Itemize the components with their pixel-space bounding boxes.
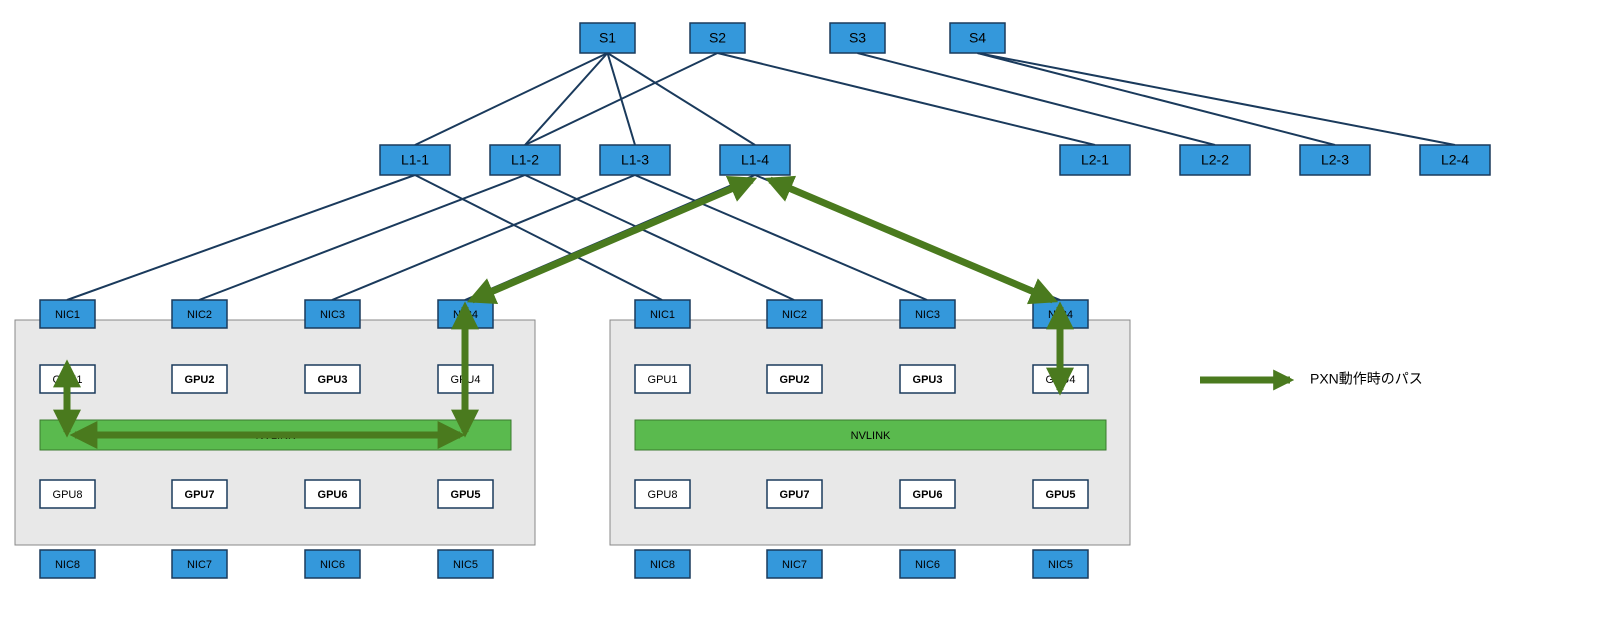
gpu-bot-label-0-GPU7: GPU7 [185,489,215,501]
gpu-bot-label-1-GPU8: GPU8 [648,489,678,501]
leaf-label-L2-2: L2-2 [1201,152,1229,168]
gpu-top-label-0-GPU2: GPU2 [185,374,215,386]
nic-bot-label-0-NIC6: NIC6 [320,559,345,571]
pxn-arrow-3 [472,180,752,300]
gpu-top-label-0-GPU3: GPU3 [318,374,348,386]
nic-top-label-0-NIC3: NIC3 [320,309,345,321]
spine-label-S3: S3 [849,30,866,46]
leaf-label-L1-3: L1-3 [621,152,649,168]
nic-top-label-1-NIC1: NIC1 [650,309,675,321]
gpu-bot-label-1-GPU5: GPU5 [1046,489,1076,501]
leaf-nic-edge [332,175,635,300]
nic-bot-label-1-NIC5: NIC5 [1048,559,1073,571]
leaf-nic-edge [635,175,927,300]
nic-bot-label-0-NIC5: NIC5 [453,559,478,571]
nic-bot-label-0-NIC8: NIC8 [55,559,80,571]
gpu-top-label-1-GPU2: GPU2 [780,374,810,386]
spine-label-S4: S4 [969,30,986,46]
spine-leaf-edge [415,53,608,145]
gpu-bot-label-1-GPU6: GPU6 [913,489,943,501]
gpu-bot-label-0-GPU5: GPU5 [451,489,481,501]
gpu-top-label-1-GPU3: GPU3 [913,374,943,386]
spine-label-S2: S2 [709,30,726,46]
gpu-bot-label-0-GPU6: GPU6 [318,489,348,501]
spine-leaf-edge [525,53,718,145]
nic-bot-label-1-NIC7: NIC7 [782,559,807,571]
spine-leaf-edge [525,53,608,145]
nic-top-label-0-NIC2: NIC2 [187,309,212,321]
nic-top-label-0-NIC1: NIC1 [55,309,80,321]
nic-top-label-1-NIC3: NIC3 [915,309,940,321]
nic-bot-label-0-NIC7: NIC7 [187,559,212,571]
spine-leaf-edge [608,53,756,145]
leaf-label-L2-4: L2-4 [1441,152,1469,168]
gpu-bot-label-1-GPU7: GPU7 [780,489,810,501]
network-diagram: S1 S2 S3 S4 L1-1 L1-2 L1-3 L1-4 L2-1 L2-2 L2-3 L2-4… [0,0,1614,623]
gpu-top-label-1-GPU1: GPU1 [648,374,678,386]
spine-leaf-edge [978,53,1336,145]
nvlink-label-1: NVLINK [851,430,891,442]
nic-bot-label-1-NIC6: NIC6 [915,559,940,571]
leaf-label-L2-3: L2-3 [1321,152,1349,168]
leaf-label-L1-4: L1-4 [741,152,769,168]
spine-leaf-edge [978,53,1456,145]
nic-top-label-1-NIC2: NIC2 [782,309,807,321]
leaf-nic-edge [525,175,794,300]
leaf-label-L1-2: L1-2 [511,152,539,168]
leaf-label-L1-1: L1-1 [401,152,429,168]
spine-label-S1: S1 [599,30,616,46]
legend-label: PXN動作時のパス [1310,371,1423,387]
nic-bot-label-1-NIC8: NIC8 [650,559,675,571]
pxn-arrow-4 [770,180,1053,300]
gpu-bot-label-0-GPU8: GPU8 [53,489,83,501]
leaf-label-L2-1: L2-1 [1081,152,1109,168]
